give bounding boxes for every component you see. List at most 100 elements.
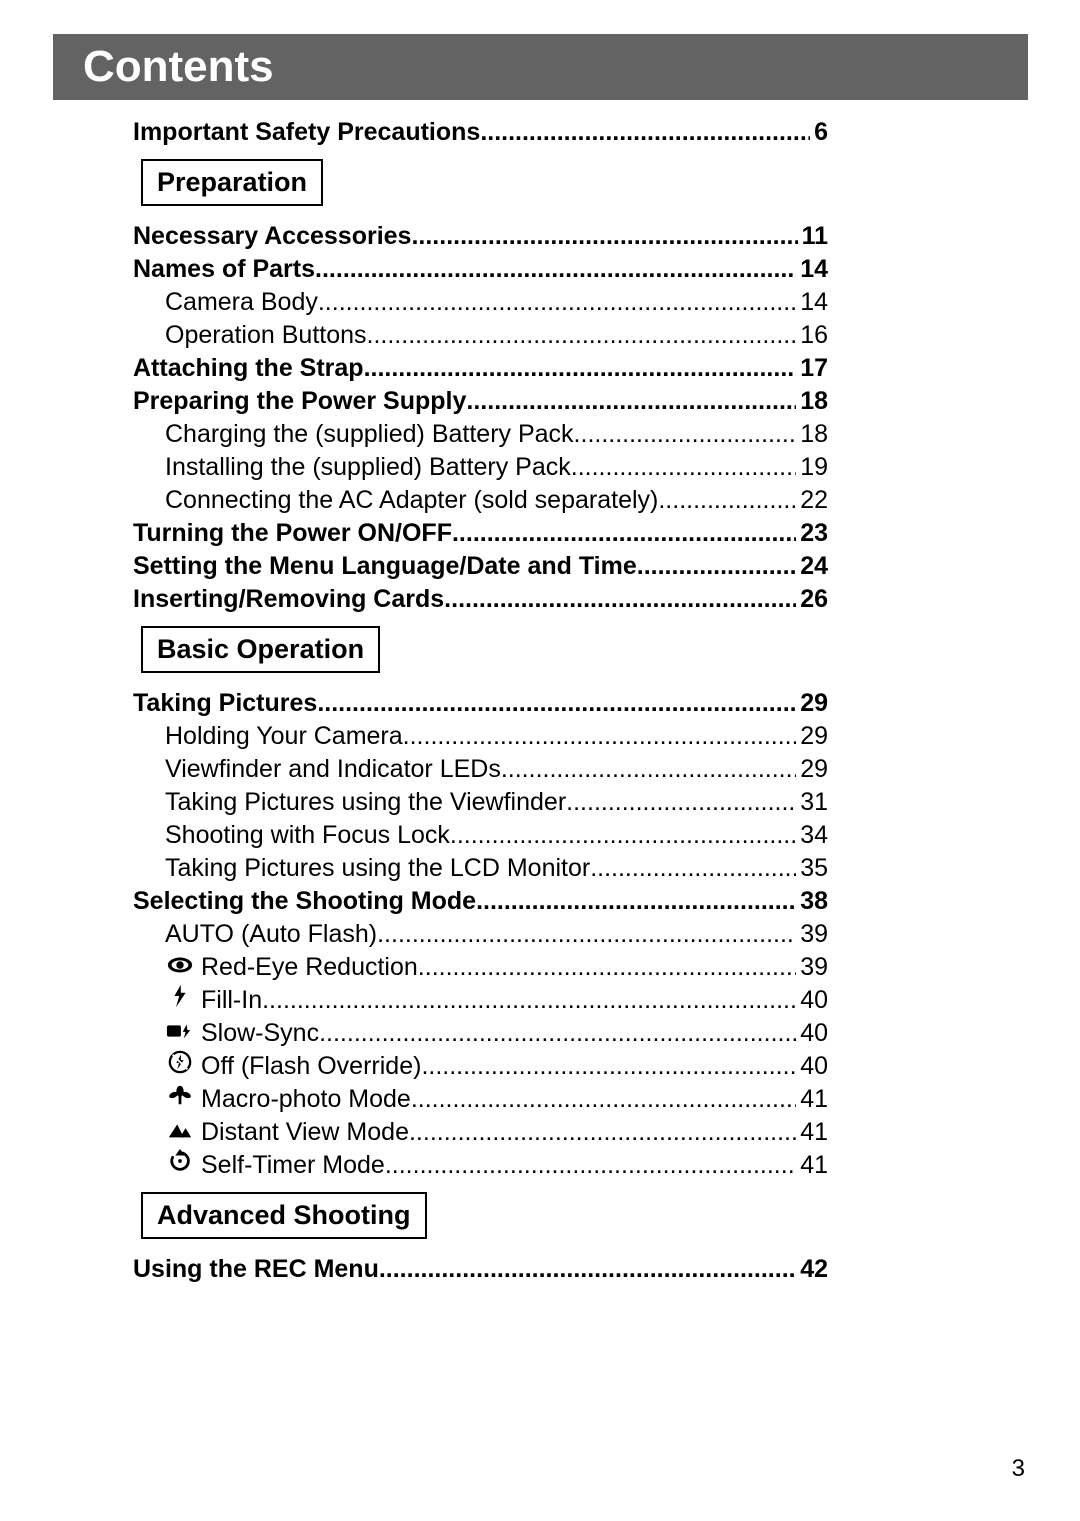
- toc-entry-page: 19: [796, 451, 828, 484]
- toc-entry: Setting the Menu Language/Date and Time …: [133, 550, 828, 583]
- toc-leader-dots: [317, 687, 796, 720]
- toc-leader-dots: [364, 352, 797, 385]
- toc-leader-dots: [480, 116, 810, 149]
- flash-icon: [165, 984, 195, 1008]
- page-title: Contents: [83, 42, 274, 92]
- toc-entry-label: Connecting the AC Adapter (sold separate…: [165, 484, 658, 517]
- toc-entry-label: Slow-Sync: [201, 1017, 319, 1050]
- section-heading: Basic Operation: [141, 626, 380, 673]
- toc-entry-page: 18: [796, 385, 828, 418]
- toc-entry-label: Names of Parts: [133, 253, 315, 286]
- toc-entry: Preparing the Power Supply 18: [133, 385, 828, 418]
- toc-entry-label: Preparing the Power Supply: [133, 385, 466, 418]
- toc-entry-label: Holding Your Camera: [165, 720, 403, 753]
- toc-entry: Taking Pictures using the LCD Monitor 35: [133, 852, 828, 885]
- macro-icon: [165, 1083, 195, 1107]
- section-heading-wrap: Basic Operation: [133, 626, 828, 673]
- toc-leader-dots: [367, 319, 797, 352]
- toc-entry-page: 29: [796, 753, 828, 786]
- toc-leader-dots: [566, 786, 796, 819]
- toc-entry: Connecting the AC Adapter (sold separate…: [133, 484, 828, 517]
- toc-entry-label: Charging the (supplied) Battery Pack: [165, 418, 574, 451]
- toc-entry-page: 29: [796, 720, 828, 753]
- toc-entry-label: Self-Timer Mode: [201, 1149, 385, 1182]
- self-timer-icon: [165, 1149, 195, 1173]
- toc-entry-label: Fill-In: [201, 984, 262, 1017]
- toc-entry-label: Taking Pictures using the Viewfinder: [165, 786, 566, 819]
- toc-entry: AUTO (Auto Flash) 39: [133, 918, 828, 951]
- toc-entry-page: 42: [796, 1253, 828, 1286]
- toc-entry-page: 6: [810, 116, 828, 149]
- toc-leader-dots: [501, 753, 796, 786]
- toc-entry: Off (Flash Override)40: [133, 1050, 828, 1083]
- toc-entry: Camera Body14: [133, 286, 828, 319]
- section-heading-wrap: Advanced Shooting: [133, 1192, 828, 1239]
- toc-leader-dots: [590, 852, 796, 885]
- toc-leader-dots: [377, 918, 796, 951]
- toc-entry: Inserting/Removing Cards 26: [133, 583, 828, 616]
- toc-leader-dots: [466, 385, 796, 418]
- red-eye-icon: [165, 953, 195, 977]
- section-heading: Advanced Shooting: [141, 1192, 427, 1239]
- toc-entry: Charging the (supplied) Battery Pack 18: [133, 418, 828, 451]
- toc-entry-page: 23: [796, 517, 828, 550]
- toc-entry-page: 40: [796, 1017, 828, 1050]
- toc-entry-label: Viewfinder and Indicator LEDs: [165, 753, 501, 786]
- toc-entry-label: Operation Buttons: [165, 319, 367, 352]
- toc-entry: Taking Pictures using the Viewfinder 31: [133, 786, 828, 819]
- toc-entry-label: Off (Flash Override): [201, 1050, 421, 1083]
- toc-entry-page: 16: [796, 319, 828, 352]
- toc-entry-page: 24: [796, 550, 828, 583]
- toc-entry-page: 18: [796, 418, 828, 451]
- toc-entry-label: Necessary Accessories: [133, 220, 411, 253]
- toc-entry-label: Installing the (supplied) Battery Pack: [165, 451, 571, 484]
- toc-leader-dots: [318, 286, 796, 319]
- toc-entry: Shooting with Focus Lock 34: [133, 819, 828, 852]
- toc-leader-dots: [379, 1253, 796, 1286]
- toc-leader-dots: [411, 1083, 796, 1116]
- toc-entry: Fill-In 40: [133, 984, 828, 1017]
- toc-leader-dots: [476, 885, 796, 918]
- toc-entry-label: Setting the Menu Language/Date and Time: [133, 550, 637, 583]
- toc-leader-dots: [571, 451, 796, 484]
- toc-leader-dots: [411, 220, 797, 253]
- toc-entry: Viewfinder and Indicator LEDs 29: [133, 753, 828, 786]
- toc-entry-page: 41: [796, 1116, 828, 1149]
- toc-entry-label: Using the REC Menu: [133, 1253, 379, 1286]
- toc-entry-page: 14: [796, 253, 828, 286]
- flash-off-icon: [165, 1050, 195, 1074]
- toc-entry: Using the REC Menu 42: [133, 1253, 828, 1286]
- toc-entry-label: Inserting/Removing Cards: [133, 583, 444, 616]
- toc-content: Important Safety Precautions6Preparation…: [133, 116, 828, 1286]
- toc-entry-page: 34: [796, 819, 828, 852]
- toc-entry-page: 17: [796, 352, 828, 385]
- toc-entry-page: 35: [796, 852, 828, 885]
- toc-leader-dots: [319, 1017, 796, 1050]
- toc-entry: Slow-Sync 40: [133, 1017, 828, 1050]
- toc-entry: Important Safety Precautions6: [133, 116, 828, 149]
- distant-icon: [165, 1118, 195, 1142]
- toc-leader-dots: [385, 1149, 796, 1182]
- toc-leader-dots: [409, 1116, 796, 1149]
- slow-sync-icon: [165, 1019, 195, 1043]
- toc-leader-dots: [450, 819, 796, 852]
- toc-entry: Macro-photo Mode 41: [133, 1083, 828, 1116]
- toc-entry-page: 41: [796, 1083, 828, 1116]
- toc-leader-dots: [262, 984, 796, 1017]
- toc-entry-page: 22: [796, 484, 828, 517]
- toc-entry: Self-Timer Mode 41: [133, 1149, 828, 1182]
- toc-leader-dots: [418, 951, 796, 984]
- header-bar: Contents: [53, 34, 1028, 100]
- toc-page: Contents Important Safety Precautions6Pr…: [0, 0, 1080, 1521]
- toc-entry-page: 26: [796, 583, 828, 616]
- toc-entry-page: 41: [796, 1149, 828, 1182]
- toc-entry-label: AUTO (Auto Flash): [165, 918, 377, 951]
- toc-entry-label: Distant View Mode: [201, 1116, 409, 1149]
- toc-leader-dots: [452, 517, 796, 550]
- toc-leader-dots: [574, 418, 797, 451]
- toc-entry-page: 14: [796, 286, 828, 319]
- toc-entry-label: Turning the Power ON/OFF: [133, 517, 452, 550]
- toc-leader-dots: [315, 253, 796, 286]
- toc-entry-page: 39: [796, 951, 828, 984]
- toc-entry: Names of Parts 14: [133, 253, 828, 286]
